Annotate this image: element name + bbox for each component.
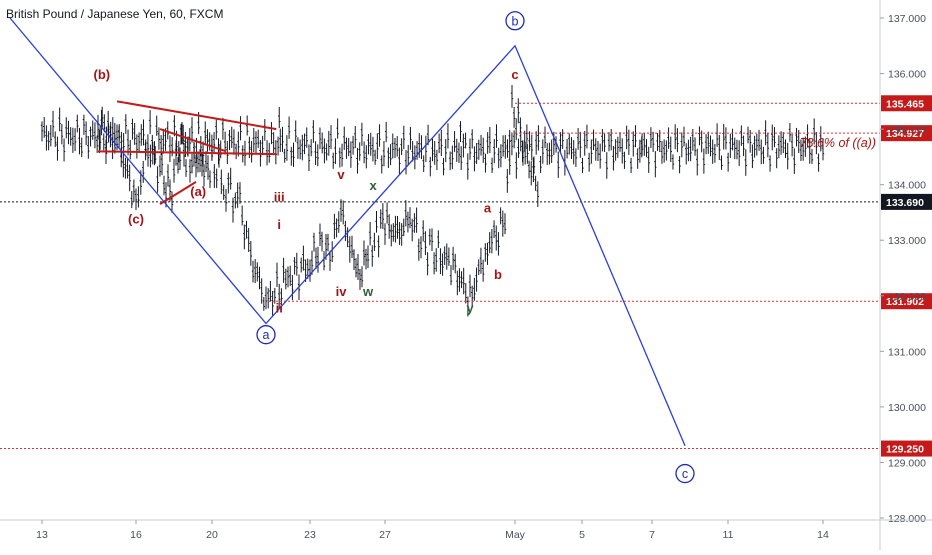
circle-wave-label: c <box>682 467 688 481</box>
wave-label: (c) <box>128 212 144 227</box>
wave-label: iv <box>336 284 348 299</box>
y-tick-label: 128.000 <box>888 513 926 525</box>
y-tick-label: 134.000 <box>888 180 926 192</box>
price-axis: 137.000 136.000 135.000 134.000 133.000 132.0… <box>879 0 926 550</box>
x-tick-label: 20 <box>206 529 218 541</box>
y-tick-label: 129.000 <box>888 457 926 469</box>
wave-label: i <box>277 217 281 232</box>
trendline[interactable] <box>159 181 197 205</box>
x-tick-label: 5 <box>579 529 585 541</box>
y-tick-label: 137.000 <box>888 13 926 25</box>
x-tick-label: 14 <box>817 529 829 541</box>
wave-label: w <box>362 284 374 299</box>
elliott-wave-path <box>9 17 686 447</box>
price-tag[interactable] <box>881 125 932 142</box>
wave-label: y <box>466 300 474 315</box>
wave-label: ii <box>276 300 283 315</box>
wave-label: iii <box>274 189 285 204</box>
x-tick-label: 11 <box>723 529 734 541</box>
trendline[interactable] <box>116 100 277 131</box>
circle-wave-marker[interactable] <box>675 463 695 484</box>
trendlines <box>97 100 277 205</box>
y-tick-label: 132.000 <box>888 291 926 303</box>
price-levels: 135.465 134.927 133.690 131.902 129.250 <box>0 95 932 457</box>
price-tag-label: 134.927 <box>886 128 924 140</box>
circle-wave-marker[interactable] <box>505 11 525 31</box>
wave-label: c <box>511 67 518 82</box>
circle-wave-label: a <box>263 328 270 342</box>
y-tick-label: 130.000 <box>888 402 926 414</box>
price-tag-label: 133.690 <box>886 197 924 209</box>
price-tag-label: 131.902 <box>886 296 924 308</box>
trendline[interactable] <box>159 128 227 153</box>
price-tag-label: 129.250 <box>886 444 924 456</box>
price-tag[interactable] <box>881 95 932 112</box>
x-tick-label: 7 <box>649 529 655 541</box>
y-tick-label: 136.000 <box>888 69 926 81</box>
y-tick-label: 135.000 <box>888 124 926 136</box>
price-tag[interactable] <box>881 293 932 310</box>
price-tag-label: 135.465 <box>886 98 924 110</box>
price-tag[interactable] <box>881 193 932 210</box>
x-tick-label: May <box>505 529 526 541</box>
trendline[interactable] <box>97 150 277 156</box>
wave-label: b <box>494 267 502 282</box>
x-tick-label: 16 <box>130 529 142 541</box>
symbol-title[interactable]: British Pound / Japanese Yen, 60, FXCM <box>6 7 224 21</box>
time-axis: 13 16 20 23 27 May 5 7 11 14 <box>0 519 932 541</box>
x-tick-label: 13 <box>36 529 48 541</box>
x-tick-label: 27 <box>379 529 391 541</box>
price-tag[interactable] <box>881 440 932 457</box>
circle-wave-marker[interactable] <box>256 325 276 345</box>
wave-label: a <box>484 200 492 215</box>
wave-path-line[interactable] <box>9 17 686 447</box>
wave-label: (a) <box>190 184 206 199</box>
x-tick-label: 23 <box>304 529 316 541</box>
y-tick-label: 133.000 <box>888 235 926 247</box>
circle-wave-label: b <box>512 14 519 28</box>
fib-annotation: 78.6% of ((a)) <box>800 136 876 150</box>
y-tick-label: 131.000 <box>888 346 926 358</box>
wave-label: (b) <box>93 67 110 82</box>
wave-label: v <box>337 167 345 182</box>
wave-label: x <box>369 178 377 193</box>
